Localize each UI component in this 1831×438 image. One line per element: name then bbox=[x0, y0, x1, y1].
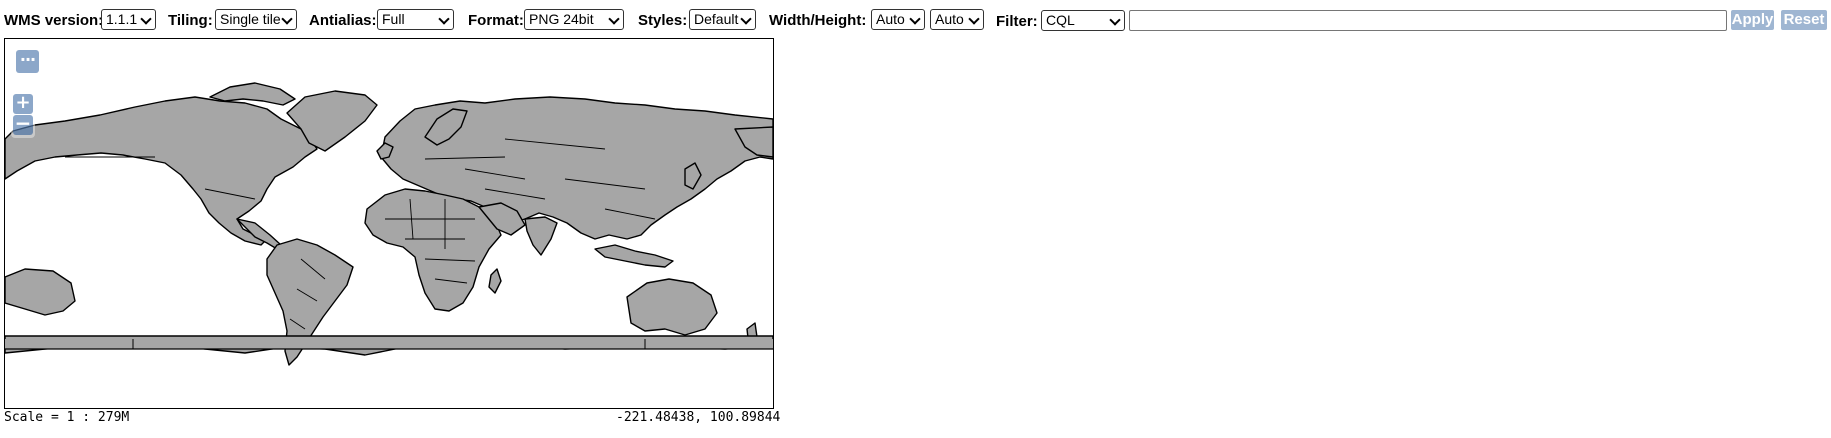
styles-label: Styles: bbox=[638, 12, 688, 29]
apply-button[interactable]: Apply bbox=[1731, 10, 1774, 30]
chevron-down-icon bbox=[740, 13, 752, 25]
wms-version-select[interactable]: 1.1.1 bbox=[101, 9, 156, 30]
width-value: Auto bbox=[876, 11, 905, 27]
landmass-madagascar bbox=[488, 268, 502, 294]
map-viewport[interactable]: ··· + − bbox=[4, 38, 774, 409]
landmass-australia bbox=[626, 278, 718, 336]
landmass-uk bbox=[376, 142, 394, 160]
filter-label: Filter: bbox=[996, 13, 1038, 30]
landmass-north-america bbox=[5, 96, 318, 246]
tiling-select[interactable]: Single tile bbox=[215, 9, 297, 30]
width-height-label: Width/Height: bbox=[769, 12, 867, 29]
tiling-value: Single tile bbox=[220, 11, 281, 27]
layer-switcher-button[interactable]: ··· bbox=[16, 50, 39, 73]
width-select[interactable]: Auto bbox=[871, 9, 925, 30]
wms-version-label: WMS version: bbox=[4, 12, 104, 29]
antialias-label: Antialias: bbox=[309, 12, 377, 29]
landmass-east-russia bbox=[734, 126, 773, 158]
chevron-down-icon bbox=[968, 13, 980, 25]
chevron-down-icon bbox=[281, 13, 293, 25]
chevron-down-icon bbox=[1109, 14, 1121, 26]
reset-button[interactable]: Reset bbox=[1781, 10, 1827, 30]
world-map bbox=[5, 82, 773, 366]
landmass-arctic-islands bbox=[209, 82, 296, 106]
antarctica-edge bbox=[5, 339, 773, 349]
filter-type-select[interactable]: CQL bbox=[1041, 10, 1125, 31]
styles-select[interactable]: Default bbox=[689, 9, 756, 30]
height-value: Auto bbox=[935, 11, 964, 27]
format-label: Format: bbox=[468, 12, 524, 29]
toolbar: WMS version: 1.1.1 Tiling: Single tile A… bbox=[0, 0, 1831, 40]
border-lines-americas bbox=[65, 156, 326, 330]
zoom-in-button[interactable]: + bbox=[13, 94, 33, 114]
format-select[interactable]: PNG 24bit bbox=[524, 9, 624, 30]
landmass-africa bbox=[364, 188, 502, 312]
antialias-select[interactable]: Full bbox=[377, 9, 454, 30]
coordinate-readout: -221.48438, 100.89844 bbox=[616, 410, 781, 425]
filter-type-value: CQL bbox=[1046, 12, 1075, 28]
chevron-down-icon bbox=[608, 13, 620, 25]
landmass-scandinavia bbox=[424, 108, 468, 146]
landmass-indonesia bbox=[594, 244, 674, 268]
landmass-west-australia-wrap bbox=[5, 268, 76, 316]
scale-readout: Scale = 1 : 279M bbox=[4, 410, 130, 425]
border-lines-africa bbox=[385, 198, 476, 284]
format-value: PNG 24bit bbox=[529, 11, 594, 27]
height-select[interactable]: Auto bbox=[930, 9, 984, 30]
styles-value: Default bbox=[694, 11, 739, 27]
border-lines-eurasia bbox=[424, 138, 656, 220]
antialias-value: Full bbox=[382, 11, 405, 27]
landmass-greenland bbox=[286, 90, 378, 152]
chevron-down-icon bbox=[438, 13, 450, 25]
tiling-label: Tiling: bbox=[168, 12, 213, 29]
zoom-control: + − bbox=[11, 92, 35, 138]
filter-expression-input[interactable] bbox=[1129, 10, 1727, 31]
landmass-india bbox=[524, 216, 558, 256]
chevron-down-icon bbox=[909, 13, 921, 25]
chevron-down-icon bbox=[140, 13, 152, 25]
landmass-arabia bbox=[478, 202, 526, 236]
wms-version-value: 1.1.1 bbox=[106, 11, 138, 27]
zoom-out-button[interactable]: − bbox=[13, 111, 33, 135]
landmass-japan bbox=[684, 162, 702, 190]
